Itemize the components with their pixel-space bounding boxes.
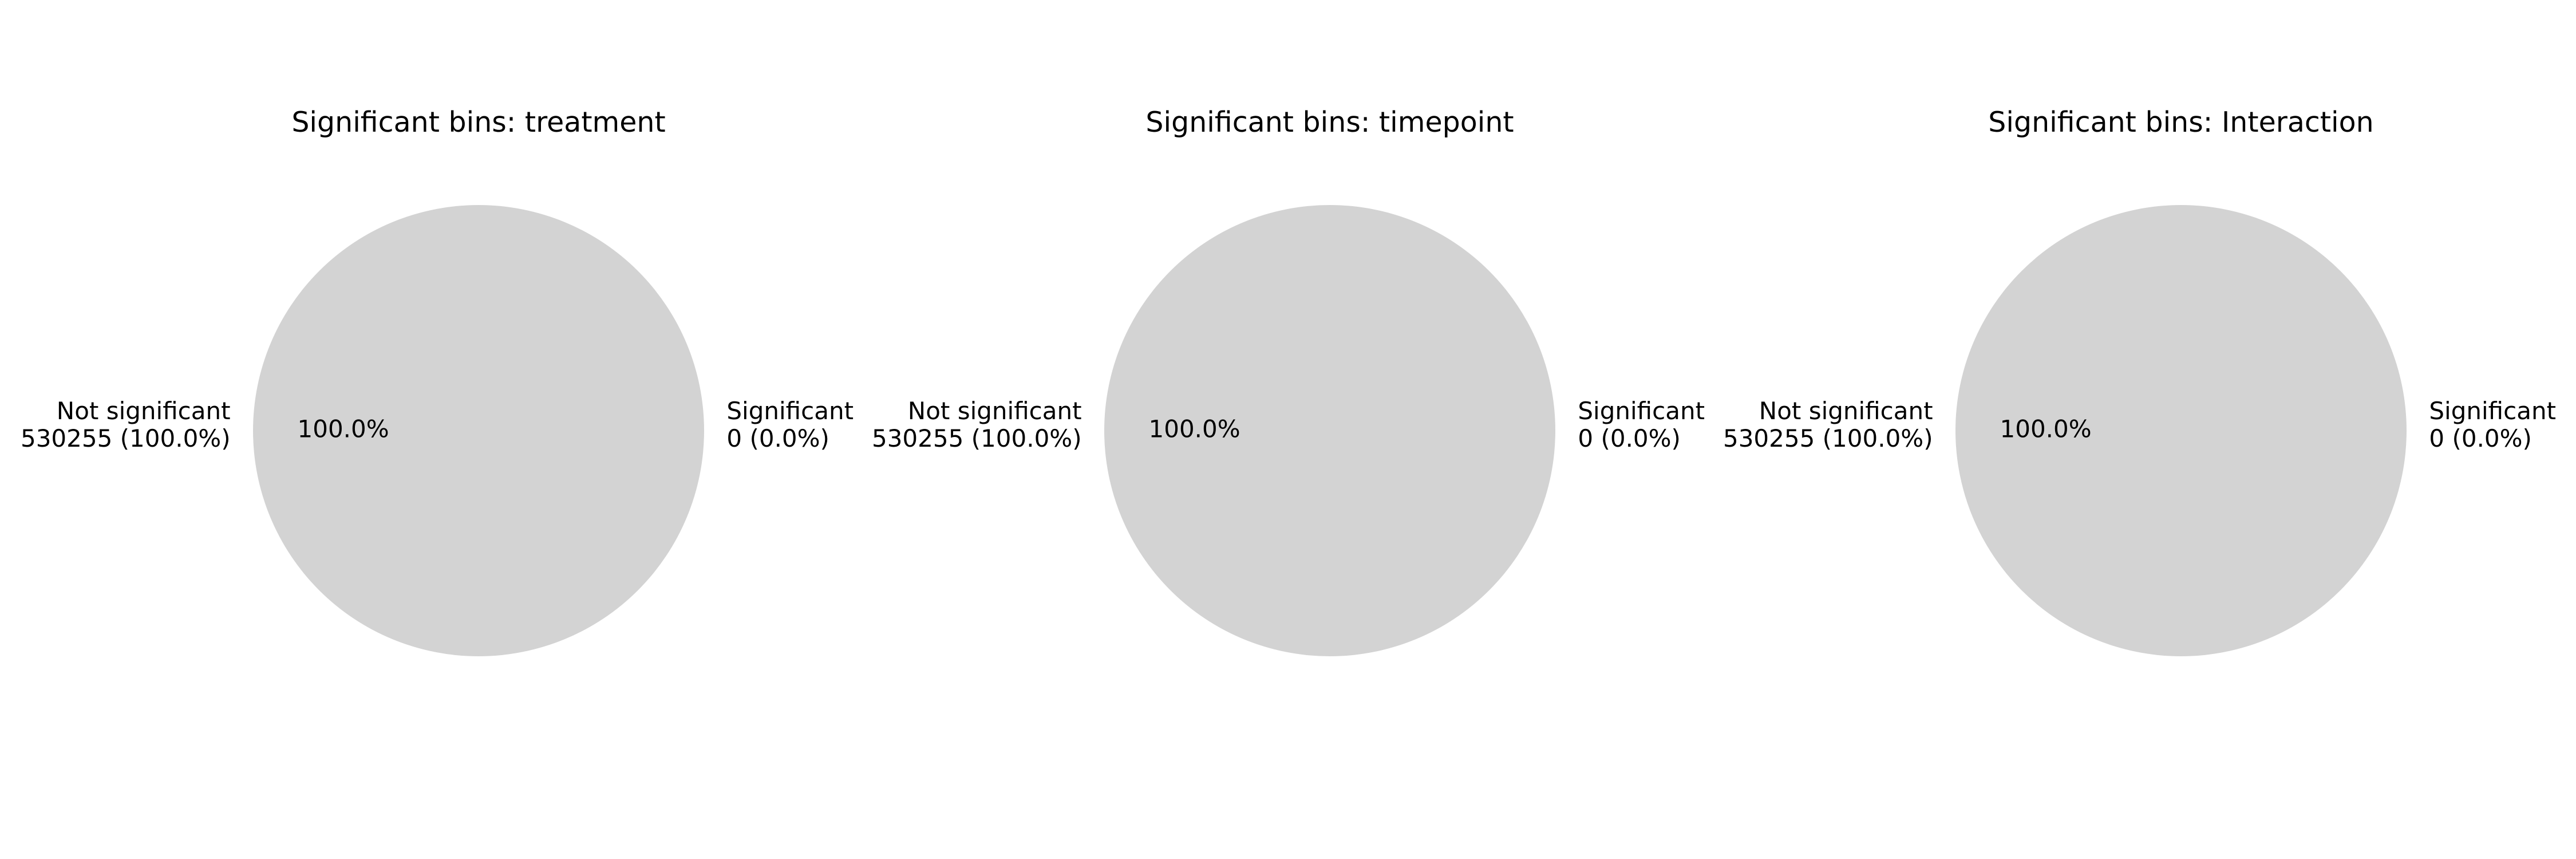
slice-label-count: 530255 (100.0%)	[872, 424, 1082, 452]
pie-slice-not-significant	[253, 205, 704, 656]
slice-label-count: 530255 (100.0%)	[1723, 424, 1933, 452]
pie-slice-label: Significant 0 (0.0%)	[2429, 397, 2556, 452]
pie-percent-label: 100.0%	[2000, 415, 2092, 443]
slice-label-name: Not significant	[908, 397, 1082, 425]
slice-label-count: 0 (0.0%)	[1578, 424, 1681, 452]
chart-title: Significant bins: timepoint	[1145, 106, 1514, 139]
pie-slice-not-significant	[1955, 205, 2407, 656]
pie-slice-label: Significant 0 (0.0%)	[726, 397, 854, 452]
pie-slice-label: Not significant 530255 (100.0%)	[21, 397, 231, 452]
pie-chart-3: Significant bins: Interaction0.0%Signifi…	[1723, 106, 2556, 656]
slice-label-count: 0 (0.0%)	[726, 424, 829, 452]
slice-label-count: 530255 (100.0%)	[21, 424, 231, 452]
chart-title: Significant bins: Interaction	[1988, 106, 2373, 139]
pie-slice-label: Significant 0 (0.0%)	[1578, 397, 1705, 452]
slice-label-name: Significant	[726, 397, 854, 425]
pie-slice-not-significant	[1104, 205, 1555, 656]
slice-label-name: Significant	[2429, 397, 2556, 425]
pie-chart-1: Significant bins: treatment0.0%Significa…	[21, 106, 854, 656]
pie-percent-label: 100.0%	[298, 415, 389, 443]
chart-title: Significant bins: treatment	[291, 106, 665, 139]
slice-label-count: 0 (0.0%)	[2429, 424, 2532, 452]
slice-label-name: Not significant	[57, 397, 231, 425]
slice-label-name: Significant	[1578, 397, 1705, 425]
pie-slice-label: Not significant 530255 (100.0%)	[872, 397, 1082, 452]
pie-percent-label: 100.0%	[1149, 415, 1240, 443]
slice-label-name: Not significant	[1759, 397, 1933, 425]
pie-slice-label: Not significant 530255 (100.0%)	[1723, 397, 1933, 452]
pie-chart-2: Significant bins: timepoint0.0%Significa…	[872, 106, 1705, 656]
